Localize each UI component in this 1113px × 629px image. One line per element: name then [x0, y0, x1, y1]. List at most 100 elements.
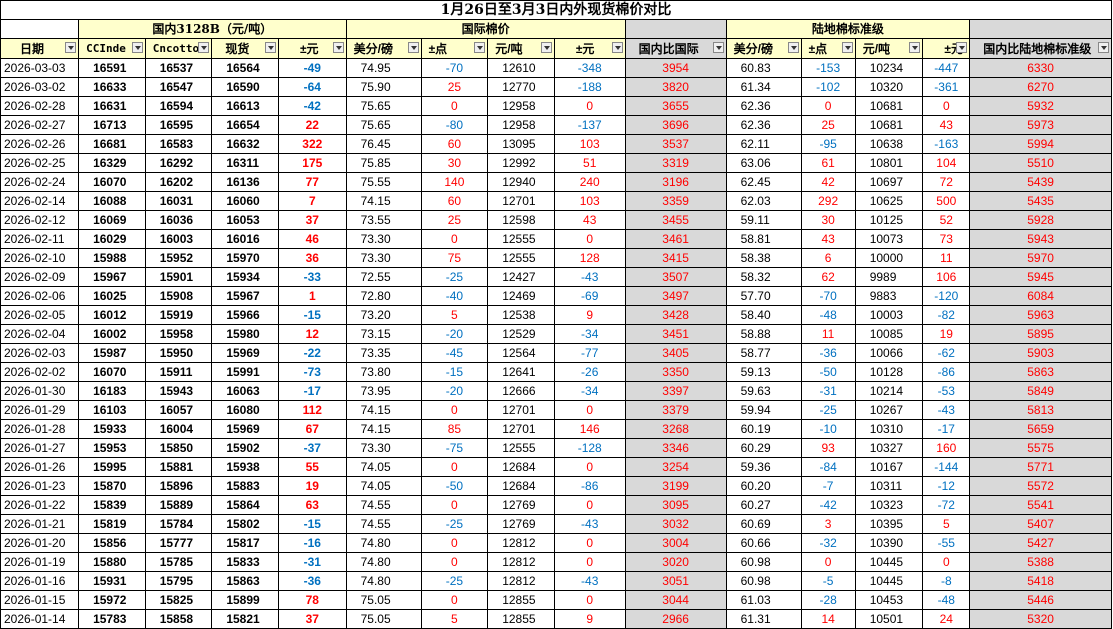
cell-cncotton: 16583: [144, 134, 213, 154]
cell-date: 2026-03-03: [0, 58, 80, 78]
filter-dropdown-icon[interactable]: [332, 42, 344, 53]
filter-dropdown-icon[interactable]: [264, 42, 276, 53]
cell-cncotton: 15943: [144, 381, 213, 401]
filter-dropdown-icon[interactable]: [131, 42, 143, 53]
cell-date: 2026-01-20: [0, 533, 80, 553]
filter-dropdown-icon[interactable]: [540, 42, 552, 53]
filter-dropdown-icon[interactable]: [474, 42, 486, 53]
cell-date: 2026-02-11: [0, 229, 80, 249]
cell-date: 2026-01-30: [0, 381, 80, 401]
cell-landed-yuan: 10128: [854, 362, 924, 382]
cell-intl-points: 85: [420, 419, 489, 439]
cell-landed-points: 62: [800, 267, 856, 287]
column-header-landed-cents[interactable]: 美分/磅: [725, 38, 802, 59]
table-row: 2026-01-19 15880 15785 15833 -31 74.80 0 12812 0…: [0, 552, 1112, 572]
cell-dom-vs-landed: 5427: [969, 533, 1112, 553]
filter-dropdown-icon[interactable]: [65, 42, 77, 53]
cell-landed-yuan: 10085: [854, 324, 924, 344]
column-header-date[interactable]: 日期: [0, 38, 80, 59]
cell-intl-change: -348: [553, 58, 626, 78]
cell-dom-vs-intl: 3051: [624, 571, 727, 591]
cell-landed-cents: 59.11: [725, 210, 802, 230]
column-header-label: ±元: [299, 41, 319, 56]
cell-spot: 15899: [211, 590, 279, 610]
cell-intl-points: 30: [420, 153, 489, 173]
filter-dropdown-icon[interactable]: [956, 42, 968, 53]
column-header-ccindex[interactable]: CCInde: [78, 38, 146, 59]
cell-cncotton: 15908: [144, 286, 213, 306]
filter-dropdown-icon[interactable]: [787, 42, 799, 53]
cell-ccindex: 15839: [78, 495, 146, 515]
cell-intl-points: -50: [420, 476, 489, 496]
filter-dropdown-icon[interactable]: [1098, 42, 1109, 53]
column-header-cncotton[interactable]: Cncotto: [144, 38, 213, 59]
filter-dropdown-icon[interactable]: [841, 42, 853, 53]
cell-intl-change: -34: [553, 324, 626, 344]
cell-ccindex: 16591: [78, 58, 146, 78]
filter-dropdown-icon[interactable]: [712, 42, 724, 53]
table-row: 2026-02-24 16070 16202 16136 77 75.55 140 12940…: [0, 172, 1112, 192]
table-row: 2026-02-26 16681 16583 16632 322 76.45 60 13095…: [0, 134, 1112, 154]
cell-intl-cents: 74.05: [345, 476, 422, 496]
column-header-landed-points[interactable]: ±点: [800, 38, 856, 59]
cell-landed-cents: 58.81: [725, 229, 802, 249]
cell-dom-vs-intl: 3346: [624, 438, 727, 458]
column-header-spot[interactable]: 现货: [211, 38, 279, 59]
cell-landed-yuan: 10311: [854, 476, 924, 496]
column-header-landed-yuan[interactable]: 元/吨: [854, 38, 924, 59]
cell-date: 2026-01-15: [0, 590, 80, 610]
cell-spot-change: -16: [277, 533, 347, 553]
column-header-dom-vs-landed[interactable]: 国内比陆地棉标准级: [969, 38, 1112, 59]
cell-spot: 15969: [211, 419, 279, 439]
cell-cncotton: 15919: [144, 305, 213, 325]
cell-date: 2026-02-14: [0, 191, 80, 211]
cell-cncotton: 15784: [144, 514, 213, 534]
column-header-intl-points[interactable]: ±点: [420, 38, 489, 59]
cell-spot-change: 37: [277, 210, 347, 230]
cell-intl-cents: 73.30: [345, 248, 422, 268]
column-header-landed-change[interactable]: ±元: [922, 38, 971, 59]
cell-spot-change: -64: [277, 77, 347, 97]
cell-dom-vs-landed: 5418: [969, 571, 1112, 591]
column-header-intl-cents[interactable]: 美分/磅: [345, 38, 422, 59]
filter-dropdown-icon[interactable]: [611, 42, 623, 53]
filter-dropdown-icon[interactable]: [909, 42, 921, 53]
cell-landed-change: -43: [922, 400, 971, 420]
column-header-spot-change[interactable]: ±元: [277, 38, 347, 59]
cell-ccindex: 16088: [78, 191, 146, 211]
cell-intl-change: 0: [553, 457, 626, 477]
filter-dropdown-icon[interactable]: [198, 42, 210, 53]
cell-dom-vs-intl: 2966: [624, 609, 727, 629]
cell-intl-yuan: 12684: [487, 476, 555, 496]
cell-landed-yuan: 10801: [854, 153, 924, 173]
cell-landed-points: -10: [800, 419, 856, 439]
column-header-dom-vs-intl[interactable]: 国内比国际: [624, 38, 727, 59]
column-header-intl-change[interactable]: ±元: [553, 38, 626, 59]
cell-dom-vs-landed: 5659: [969, 419, 1112, 439]
filter-dropdown-icon[interactable]: [407, 42, 419, 53]
cell-intl-change: -77: [553, 343, 626, 363]
cell-intl-yuan: 12701: [487, 419, 555, 439]
column-header-intl-yuan[interactable]: 元/吨: [487, 38, 555, 59]
table-row: 2026-01-20 15856 15777 15817 -16 74.80 0 12812 0…: [0, 533, 1112, 553]
cell-landed-cents: 60.83: [725, 58, 802, 78]
cell-landed-change: 106: [922, 267, 971, 287]
cell-dom-vs-landed: 5945: [969, 267, 1112, 287]
cell-cncotton: 16004: [144, 419, 213, 439]
cell-landed-yuan: 10445: [854, 571, 924, 591]
cell-landed-points: -48: [800, 305, 856, 325]
cell-date: 2026-01-28: [0, 419, 80, 439]
group-landed-standard: 陆地棉标准级: [725, 19, 971, 39]
cell-intl-change: 0: [553, 533, 626, 553]
cell-ccindex: 15933: [78, 419, 146, 439]
cell-dom-vs-landed: 5771: [969, 457, 1112, 477]
cell-spot-change: -17: [277, 381, 347, 401]
cell-spot: 15802: [211, 514, 279, 534]
cell-cncotton: 15777: [144, 533, 213, 553]
cell-intl-yuan: 12555: [487, 248, 555, 268]
cell-landed-points: -50: [800, 362, 856, 382]
cell-landed-yuan: 10003: [854, 305, 924, 325]
cell-intl-change: 0: [553, 552, 626, 572]
cell-landed-yuan: 10625: [854, 191, 924, 211]
